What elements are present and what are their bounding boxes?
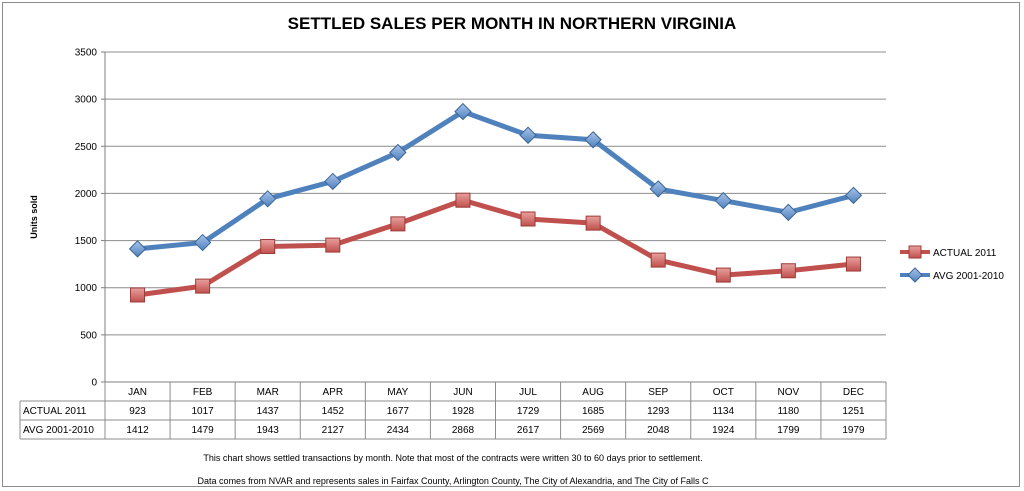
series-line-1 bbox=[135, 109, 856, 252]
table-cell: 1412 bbox=[126, 425, 149, 436]
table-cell: 1180 bbox=[778, 406, 800, 417]
data-point-actual bbox=[390, 216, 406, 232]
data-point-actual bbox=[325, 237, 341, 253]
table-cell: 2048 bbox=[647, 425, 670, 436]
series-line-0 bbox=[135, 197, 856, 298]
table-cell: 1799 bbox=[777, 425, 800, 436]
data-point-actual bbox=[195, 278, 211, 294]
table-cell: 2868 bbox=[452, 425, 475, 436]
footnote-1: This chart shows settled transactions by… bbox=[203, 453, 702, 463]
data-point-actual bbox=[520, 211, 536, 227]
legend-marker bbox=[908, 245, 922, 259]
x-tick-label: OCT bbox=[713, 387, 734, 398]
gridlines bbox=[101, 51, 886, 383]
data-point-avg bbox=[324, 172, 342, 191]
legend-label: AVG 2001-2010 bbox=[933, 271, 1004, 282]
table-cell: 2434 bbox=[387, 425, 410, 436]
table-cell: 1928 bbox=[452, 406, 475, 417]
table-cell: 1251 bbox=[842, 406, 865, 417]
data-point-avg bbox=[128, 240, 147, 258]
table-cell: 1017 bbox=[192, 406, 215, 417]
table-cell: 2617 bbox=[517, 425, 540, 436]
data-point-actual bbox=[845, 256, 861, 272]
x-tick-label: DEC bbox=[843, 387, 864, 398]
y-tick-label: 3500 bbox=[75, 48, 98, 59]
x-tick-label: MAY bbox=[387, 387, 408, 398]
y-axis-ticks: 0 500 1000 1500 2000 2500 3000 3500 bbox=[75, 48, 98, 389]
data-point-actual bbox=[585, 215, 601, 231]
data-point-actual bbox=[780, 263, 796, 279]
x-tick-label: AUG bbox=[582, 387, 604, 398]
legend-marker bbox=[907, 267, 923, 283]
x-tick-label: JUL bbox=[519, 387, 537, 398]
x-tick-label: MAR bbox=[257, 387, 279, 398]
table-cell: 1677 bbox=[387, 406, 410, 417]
y-tick-label: 1500 bbox=[75, 236, 98, 247]
data-point-avg bbox=[649, 180, 667, 198]
table-cell: 1293 bbox=[647, 406, 670, 417]
data-point-actual bbox=[650, 252, 666, 268]
legend-label: ACTUAL 2011 bbox=[933, 248, 997, 259]
table-cell: 1134 bbox=[713, 406, 735, 417]
table-cell: 1479 bbox=[192, 425, 215, 436]
data-point-actual bbox=[130, 287, 146, 303]
table-cell: 923 bbox=[129, 406, 146, 417]
table-cell: 1437 bbox=[257, 406, 280, 417]
footnote-2: Data comes from NVAR and represents sale… bbox=[198, 476, 709, 486]
x-tick-label: SEP bbox=[648, 387, 668, 398]
series-lines bbox=[128, 102, 863, 303]
table-cell: 1924 bbox=[712, 425, 735, 436]
table-cell: 1685 bbox=[582, 406, 605, 417]
data-point-avg bbox=[584, 131, 602, 149]
y-tick-label: 3000 bbox=[75, 95, 98, 106]
x-tick-label: APR bbox=[323, 387, 344, 398]
legend: ACTUAL 2011 AVG 2001-2010 bbox=[900, 245, 1004, 283]
data-point-actual bbox=[260, 239, 276, 255]
y-tick-label: 500 bbox=[80, 330, 97, 341]
data-point-actual bbox=[715, 267, 731, 283]
y-tick-label: 0 bbox=[91, 378, 97, 389]
table-row-label: AVG 2001-2010 bbox=[23, 425, 94, 436]
data-point-avg bbox=[714, 191, 732, 210]
table-row-label: ACTUAL 2011 bbox=[23, 406, 87, 417]
x-tick-label: FEB bbox=[193, 387, 213, 398]
table-cell: 1943 bbox=[257, 425, 280, 436]
x-tick-label: NOV bbox=[778, 387, 800, 398]
x-tick-label: JAN bbox=[128, 387, 147, 398]
x-tick-label: JUN bbox=[453, 387, 472, 398]
chart-title: SETTLED SALES PER MONTH IN NORTHERN VIRG… bbox=[288, 14, 737, 33]
y-tick-label: 2500 bbox=[75, 142, 98, 153]
data-point-avg bbox=[844, 186, 863, 205]
y-tick-label: 2000 bbox=[75, 189, 98, 200]
data-point-avg bbox=[519, 126, 537, 144]
table-cell: 2127 bbox=[322, 425, 345, 436]
data-point-avg bbox=[193, 233, 212, 252]
data-point-avg bbox=[259, 190, 277, 208]
data-point-avg bbox=[779, 203, 798, 222]
table-cell: 1452 bbox=[322, 406, 345, 417]
table-cell: 1979 bbox=[842, 425, 865, 436]
data-table: JAN FEB MAR APR MAY JUN JUL AUG SEP OCT NOV DEC ACTU… bbox=[19, 382, 887, 440]
table-cell: 2569 bbox=[582, 425, 605, 436]
data-point-avg bbox=[389, 143, 407, 162]
table-cell: 1729 bbox=[517, 406, 540, 417]
data-point-actual bbox=[455, 192, 471, 208]
y-tick-label: 1000 bbox=[75, 283, 98, 294]
data-point-avg bbox=[454, 102, 472, 121]
y-axis-label: Units sold bbox=[29, 195, 39, 239]
